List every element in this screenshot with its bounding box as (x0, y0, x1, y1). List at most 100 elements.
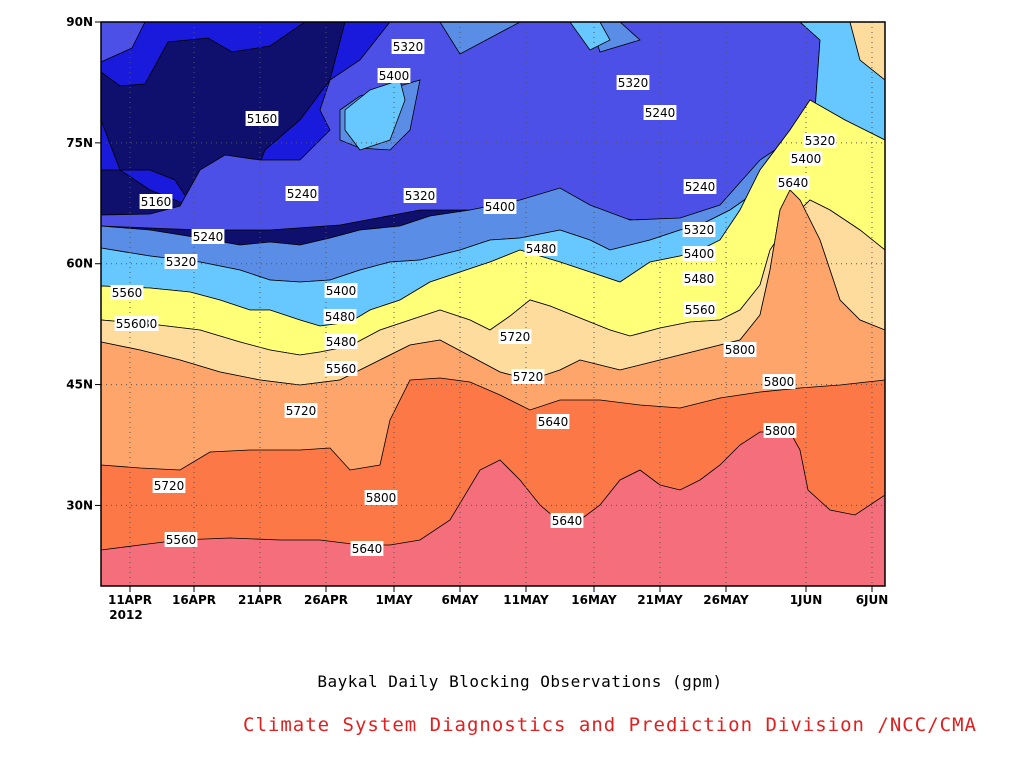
credit-line: Climate System Diagnostics and Predictio… (243, 714, 977, 736)
contour-label: 5560 (326, 362, 357, 376)
contour-label: 5400 (326, 284, 357, 298)
contour-label: 5320 (805, 134, 836, 148)
contour-label: 5400 (485, 200, 516, 214)
contour-label: 5320 (684, 223, 715, 237)
x-tick-label: 16APR (172, 593, 216, 607)
contour-label-bg (350, 541, 384, 556)
contour-label-bg (403, 188, 437, 203)
contour-label-bg (164, 532, 198, 547)
plot-frame (100, 21, 886, 587)
contour-label-bg (789, 151, 823, 166)
contour-label: 5800 (765, 424, 796, 438)
contour-label: 5480 (326, 335, 357, 349)
contour-label: 5640 (778, 176, 809, 190)
contour-label-bg (776, 175, 810, 190)
contour-label-bg (682, 222, 716, 237)
contour-label-bg (616, 75, 650, 90)
contour-label: 5480 (684, 272, 715, 286)
contour-label-bg (498, 329, 532, 344)
y-tick-label: 75N (66, 136, 93, 150)
chart-title: Baykal Daily Blocking Observations (gpm) (317, 672, 723, 691)
contour-label: 5720 (513, 370, 544, 384)
contour-label-bg (682, 271, 716, 286)
contour-label-bg (152, 478, 186, 493)
x-tick-label: 21APR (238, 593, 282, 607)
contour-label-bg (683, 302, 717, 317)
contour-label: 5400 (379, 69, 410, 83)
x-tick-label: 6JUN (856, 593, 889, 607)
contour-label-bg (536, 414, 570, 429)
contour-label: 5480 (526, 242, 557, 256)
x-tick-label: 1JUN (790, 593, 823, 607)
contour-label: 5480 (325, 310, 356, 324)
contour-label: 5400 (791, 152, 822, 166)
contour-label: 5720 (286, 404, 317, 418)
contour-label: 5560 (116, 317, 147, 331)
contour-label: 5240 (645, 106, 676, 120)
contour-label-bg (763, 423, 797, 438)
contour-label-bg (682, 246, 716, 261)
y-tick-label: 45N (66, 378, 93, 392)
fill-band (101, 22, 885, 231)
x-tick-label: 16MAY (571, 593, 617, 607)
contour-label-bg (762, 374, 796, 389)
contour-label-bg (323, 309, 357, 324)
contour-label-bg (391, 39, 425, 54)
y-tick-label: 30N (66, 498, 93, 512)
fill-band (101, 22, 146, 63)
contour-label: 5240 (685, 180, 716, 194)
contour-label-bg (285, 186, 319, 201)
contour-label-bg (110, 285, 144, 300)
contour-label-bg (643, 105, 677, 120)
contour-label: 5240 (193, 230, 224, 244)
contour-label-bg (164, 254, 198, 269)
contour-label-bg (803, 133, 837, 148)
contour-label: 5560 (112, 286, 143, 300)
contour-label-bg (723, 342, 757, 357)
contour-label-bg (683, 179, 717, 194)
fill-band (101, 22, 306, 87)
contour-label: 5720 (154, 479, 185, 493)
contour-label: 5240 (287, 187, 318, 201)
contour-label-bg (550, 513, 584, 528)
x-tick-label: 11MAY (503, 593, 549, 607)
contour-label-bg (377, 68, 411, 83)
fill-band (439, 22, 521, 55)
x-tick-label: 21MAY (637, 593, 683, 607)
x-tick-label: 11APR (108, 593, 152, 607)
contour-label-bg (191, 229, 225, 244)
contour-label-bg (511, 369, 545, 384)
contour-label-bg (114, 316, 148, 331)
fill-band (569, 22, 611, 51)
x-tick-label: 6MAY (441, 593, 478, 607)
contour-label-bg (483, 199, 517, 214)
contour-label: 5800 (366, 491, 397, 505)
contour-label-bg (324, 361, 358, 376)
fill-band (101, 431, 885, 586)
contour-label: 5560 (685, 303, 716, 317)
contour-label: 5560 (166, 533, 197, 547)
contour-label-bg (524, 241, 558, 256)
contour-label: 5400 (684, 247, 715, 261)
contour-label-bg (324, 283, 358, 298)
x-tick-label: 26MAY (703, 593, 749, 607)
contour-label: 5320 (166, 255, 197, 269)
contour-label: 5160 (141, 195, 172, 209)
contour-label-bg (139, 194, 173, 209)
fill-band (830, 22, 885, 81)
contour-label-bg (245, 111, 279, 126)
contour-label: 5800 (764, 375, 795, 389)
fill-band (344, 79, 406, 151)
y-tick-label: 60N (66, 257, 93, 271)
contour-label-bg (364, 490, 398, 505)
x-tick-label: 26APR (304, 593, 348, 607)
contour-label: 5800 (725, 343, 756, 357)
y-tick-label: 90N (66, 15, 93, 29)
contour-label-bg (324, 334, 358, 349)
contour-label: 5320 (618, 76, 649, 90)
x-tick-label: 1MAY (375, 593, 412, 607)
contour-label: 5160 (247, 112, 278, 126)
contour-label-bg (284, 403, 318, 418)
x-year-label: 2012 (109, 608, 142, 622)
